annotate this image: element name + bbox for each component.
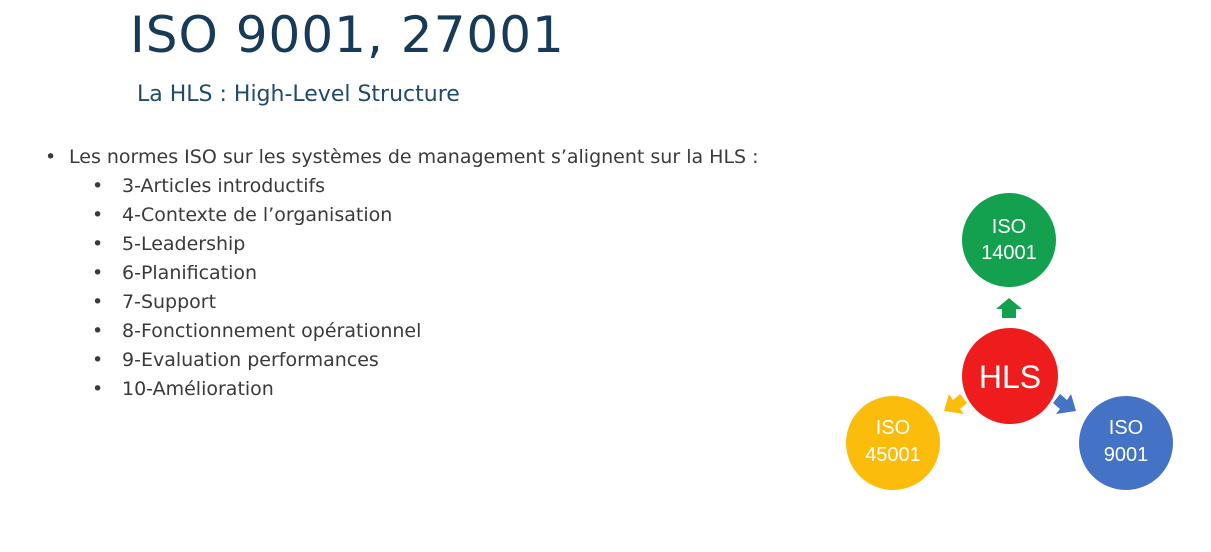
bullet-content: • Les normes ISO sur les systèmes de man… xyxy=(45,143,845,404)
list-item: • 6-Planification xyxy=(92,259,845,288)
list-item: • 10-Amélioration xyxy=(92,375,845,404)
iso-9001-node: ISO 9001 xyxy=(1079,396,1173,490)
bullet-icon: • xyxy=(92,175,104,197)
list-item-text: 6-Planification xyxy=(122,262,258,284)
arrow-down-right-icon xyxy=(1053,394,1076,414)
bullet-icon: • xyxy=(92,349,104,371)
arrow-down-left-icon xyxy=(944,394,967,414)
intro-bullet: • Les normes ISO sur les systèmes de man… xyxy=(45,143,845,172)
hls-center-node: HLS xyxy=(962,328,1058,424)
iso-14001-circle xyxy=(962,193,1056,287)
iso-9001-line2: 9001 xyxy=(1104,444,1149,466)
iso-14001-line1: ISO xyxy=(992,216,1026,238)
list-item-text: 9-Evaluation performances xyxy=(122,349,379,371)
list-item-text: 5-Leadership xyxy=(122,233,246,255)
iso-14001-node: ISO 14001 xyxy=(962,193,1056,287)
bullet-icon: • xyxy=(92,204,104,226)
iso-45001-line2: 45001 xyxy=(865,444,921,466)
list-item-text: 7-Support xyxy=(122,291,217,313)
list-item-text: 4-Contexte de l’organisation xyxy=(122,204,393,226)
list-item: • 8-Fonctionnement opérationnel xyxy=(92,317,845,346)
list-item: • 4-Contexte de l’organisation xyxy=(92,201,845,230)
bullet-icon: • xyxy=(92,233,104,255)
iso-14001-line2: 14001 xyxy=(981,242,1037,264)
slide-title: ISO 9001, 27001 xyxy=(130,6,565,64)
list-item-text: 8-Fonctionnement opérationnel xyxy=(122,320,422,342)
list-item: • 9-Evaluation performances xyxy=(92,346,845,375)
list-item: • 7-Support xyxy=(92,288,845,317)
list-item-text: 3-Articles introductifs xyxy=(122,175,326,197)
bullet-icon: • xyxy=(92,291,104,313)
arrow-up-icon xyxy=(996,298,1022,318)
intro-text: Les normes ISO sur les systèmes de manag… xyxy=(69,146,759,168)
hls-diagram: ISO 14001 HLS ISO 45001 ISO 9001 xyxy=(846,193,1173,490)
slide-subtitle: La HLS : High-Level Structure xyxy=(137,82,460,107)
iso-9001-circle xyxy=(1079,396,1173,490)
iso-45001-line1: ISO xyxy=(876,417,910,439)
bullet-icon: • xyxy=(92,262,104,284)
hls-clauses-list: • 3-Articles introductifs • 4-Contexte d… xyxy=(45,172,845,404)
iso-9001-line1: ISO xyxy=(1109,417,1143,439)
bullet-icon: • xyxy=(92,320,104,342)
iso-45001-circle xyxy=(846,396,940,490)
bullet-icon: • xyxy=(45,146,57,168)
list-item: • 5-Leadership xyxy=(92,230,845,259)
list-item-text: 10-Amélioration xyxy=(122,378,274,400)
bullet-icon: • xyxy=(92,378,104,400)
iso-45001-node: ISO 45001 xyxy=(846,396,940,490)
hls-label: HLS xyxy=(979,359,1041,395)
hls-circle xyxy=(962,328,1058,424)
list-item: • 3-Articles introductifs xyxy=(92,172,845,201)
